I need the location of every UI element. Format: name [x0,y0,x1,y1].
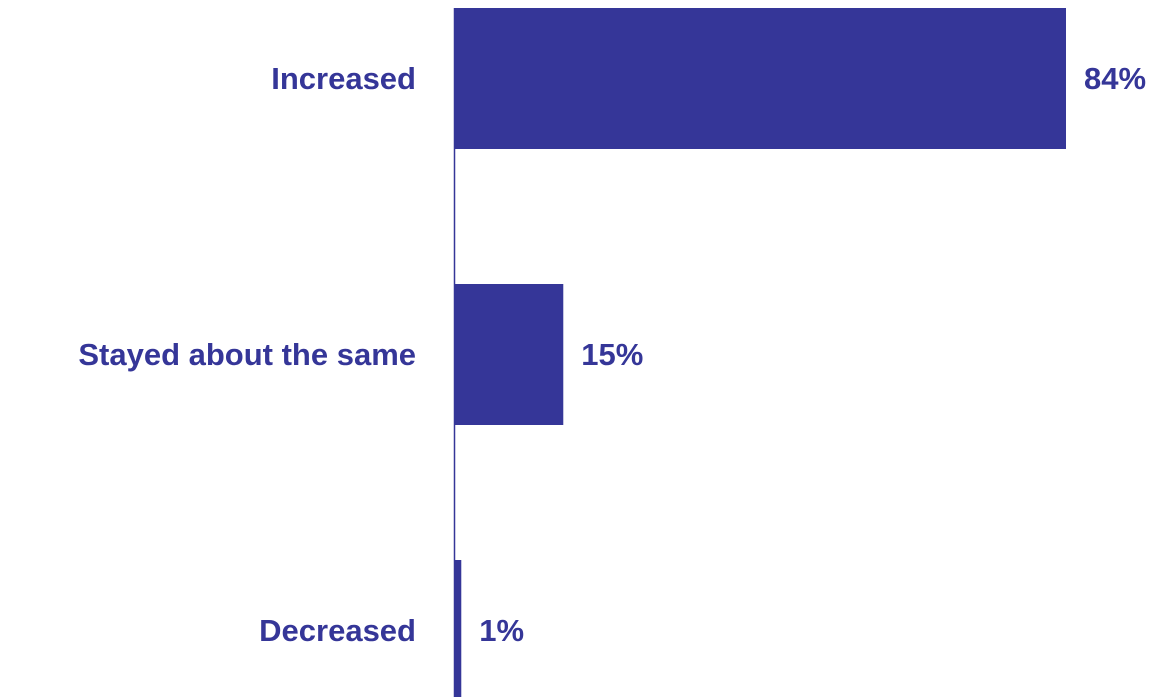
value-label: 15% [581,337,643,372]
bar-increased [454,8,1066,149]
value-label: 1% [479,613,524,648]
value-label: 84% [1084,61,1146,96]
bars-group [454,8,1066,697]
bar-decreased [454,560,462,697]
bar-stayed-about-the-same [454,284,564,425]
category-labels-group: Increased Stayed about the same Decreased [78,61,416,648]
category-label: Decreased [259,613,416,648]
category-label: Stayed about the same [78,337,416,372]
value-labels-group: 84% 15% 1% [479,61,1146,648]
category-label: Increased [271,61,416,96]
